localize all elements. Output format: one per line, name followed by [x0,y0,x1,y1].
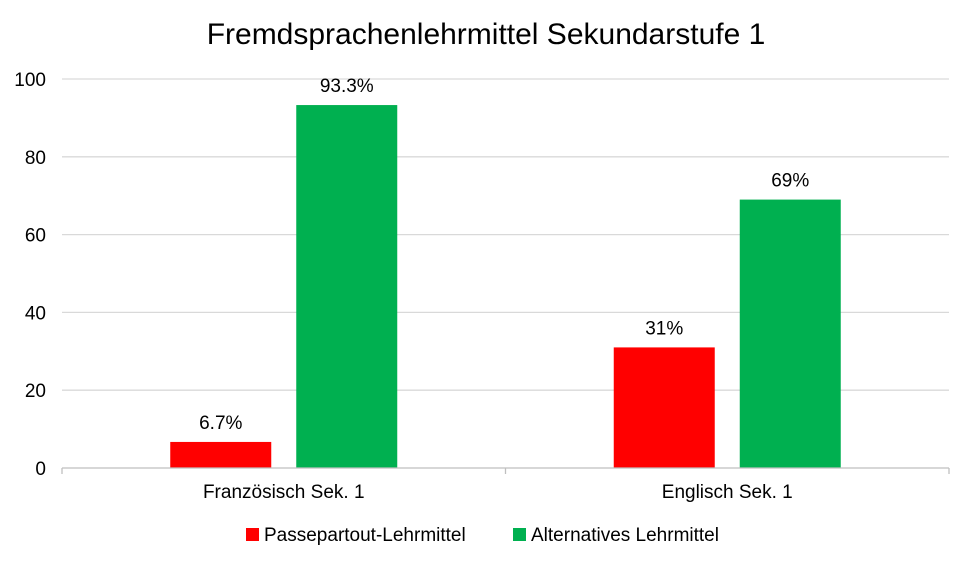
data-labels: 6.7% 93.3% 31% 69% [199,76,809,434]
legend-label: Alternatives Lehrmittel [531,525,719,546]
data-label: 6.7% [199,413,242,434]
y-tick-label: 20 [25,381,46,402]
legend-label: Passepartout-Lehrmittel [264,525,466,546]
y-tick-label: 100 [14,70,46,91]
x-axis-categories: Französisch Sek. 1 Englisch Sek. 1 [203,482,793,503]
data-label: 69% [771,171,809,192]
bar [170,441,272,468]
chart-title: Fremdsprachenlehrmittel Sekundarstufe 1 [207,18,766,51]
x-axis [61,467,950,474]
x-category-label: Englisch Sek. 1 [662,482,793,503]
y-tick-label: 0 [35,459,46,480]
y-tick-label: 80 [25,148,46,169]
legend-swatch [246,528,259,541]
y-tick-label: 60 [25,226,46,247]
data-label: 31% [645,318,683,339]
bar [739,199,841,468]
y-axis-ticks: 0 20 40 60 80 100 [14,70,46,480]
legend-swatch [513,528,526,541]
bar [613,347,715,468]
x-category-label: Französisch Sek. 1 [203,482,365,503]
data-label: 93.3% [320,76,374,97]
legend: Passepartout-Lehrmittel Alternatives Lehr… [246,525,719,546]
y-tick-label: 40 [25,303,46,324]
bars [170,105,841,469]
bar [296,105,398,469]
